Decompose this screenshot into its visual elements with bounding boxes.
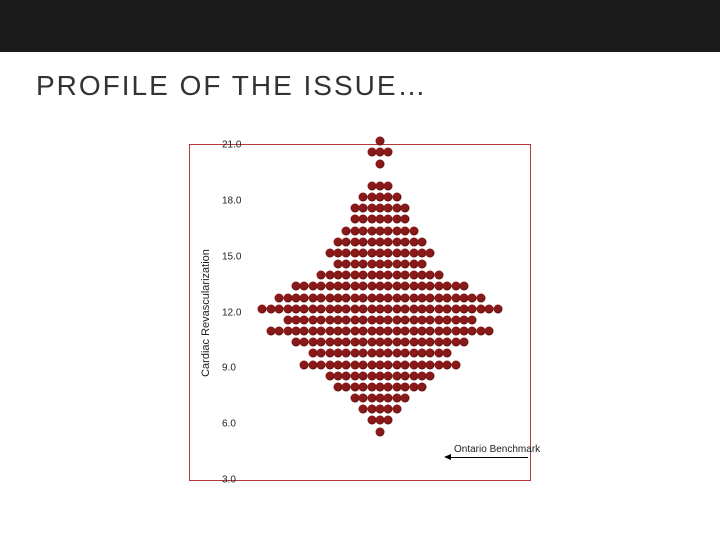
data-dot: [392, 193, 401, 202]
data-dot: [426, 371, 435, 380]
data-dot: [384, 181, 393, 190]
data-dot: [384, 148, 393, 157]
data-dot: [460, 282, 469, 291]
top-bar: [0, 0, 720, 52]
title-band: PROFILE OF THE ISSUE…: [0, 52, 720, 122]
data-dot: [418, 237, 427, 246]
data-dot: [451, 360, 460, 369]
data-dot: [468, 315, 477, 324]
y-tick: 9.0: [222, 363, 236, 374]
data-dot: [493, 304, 502, 313]
y-tick: 21.0: [222, 140, 241, 151]
plot-area: Ontario Benchmark: [250, 145, 510, 480]
y-tick: 3.0: [222, 475, 236, 486]
y-tick: 12.0: [222, 307, 241, 318]
data-dot: [392, 405, 401, 414]
page-title: PROFILE OF THE ISSUE…: [36, 70, 428, 101]
chart-area: Cardiac Revascularization Ontario Benchm…: [0, 122, 720, 481]
y-tick: 6.0: [222, 419, 236, 430]
data-dot: [376, 159, 385, 168]
data-dot: [376, 427, 385, 436]
data-dot: [443, 349, 452, 358]
data-dot: [376, 137, 385, 146]
arrow-left-icon: [450, 457, 528, 458]
data-dot: [476, 293, 485, 302]
benchmark-label: Ontario Benchmark: [454, 444, 540, 455]
y-tick: 18.0: [222, 195, 241, 206]
y-axis-label: Cardiac Revascularization: [200, 249, 212, 377]
data-dot: [418, 260, 427, 269]
data-dot: [384, 416, 393, 425]
benchmark-annotation: Ontario Benchmark: [450, 444, 540, 458]
data-dot: [401, 215, 410, 224]
data-dot: [409, 226, 418, 235]
data-dot: [401, 394, 410, 403]
data-dot: [426, 248, 435, 257]
y-tick: 15.0: [222, 251, 241, 262]
chart-frame: Cardiac Revascularization Ontario Benchm…: [189, 144, 531, 481]
data-dot: [434, 271, 443, 280]
data-dot: [485, 327, 494, 336]
data-dot: [460, 338, 469, 347]
data-dot: [418, 382, 427, 391]
data-dot: [401, 204, 410, 213]
